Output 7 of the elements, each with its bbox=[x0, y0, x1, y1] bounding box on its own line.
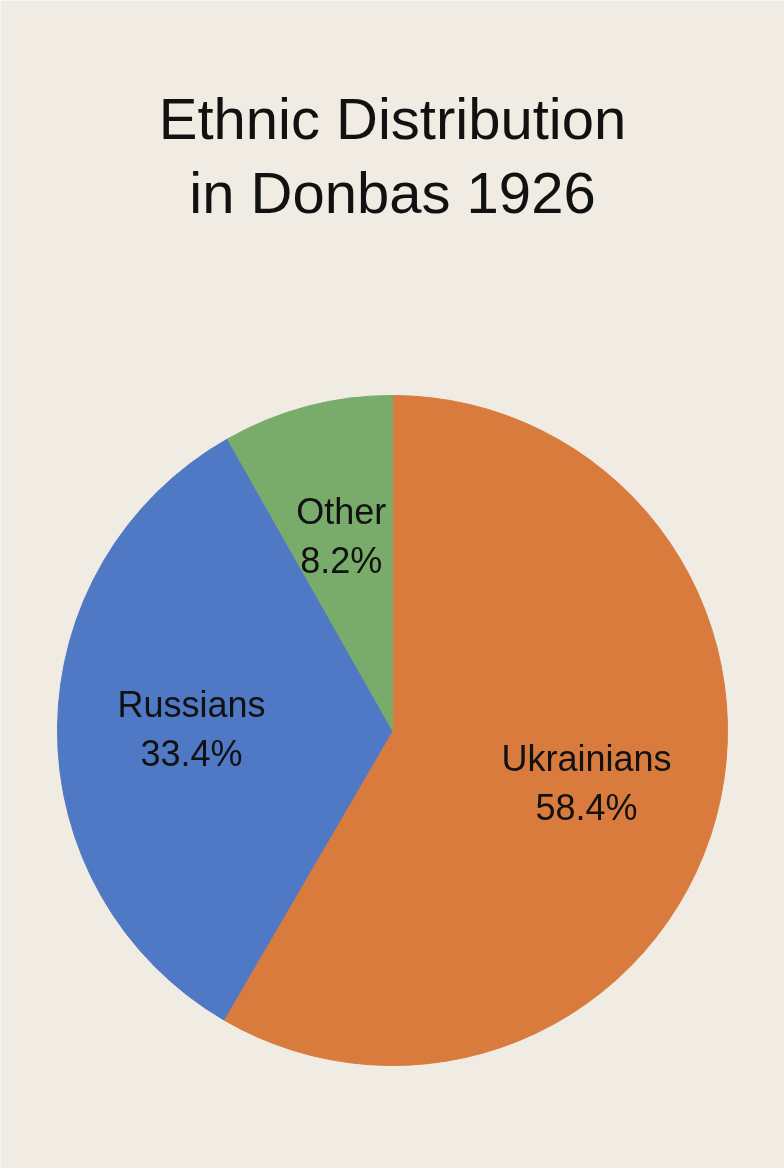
data-label: 33.4% bbox=[140, 733, 243, 775]
slice-label: Russians bbox=[117, 684, 266, 726]
slice-label: Ukrainians bbox=[501, 737, 672, 779]
chart-title: Ethnic Distribution in Donbas 1926 bbox=[158, 85, 627, 226]
data-label: 58.4% bbox=[535, 787, 638, 829]
slice-label: Other bbox=[296, 491, 387, 533]
data-label: 8.2% bbox=[300, 540, 383, 582]
